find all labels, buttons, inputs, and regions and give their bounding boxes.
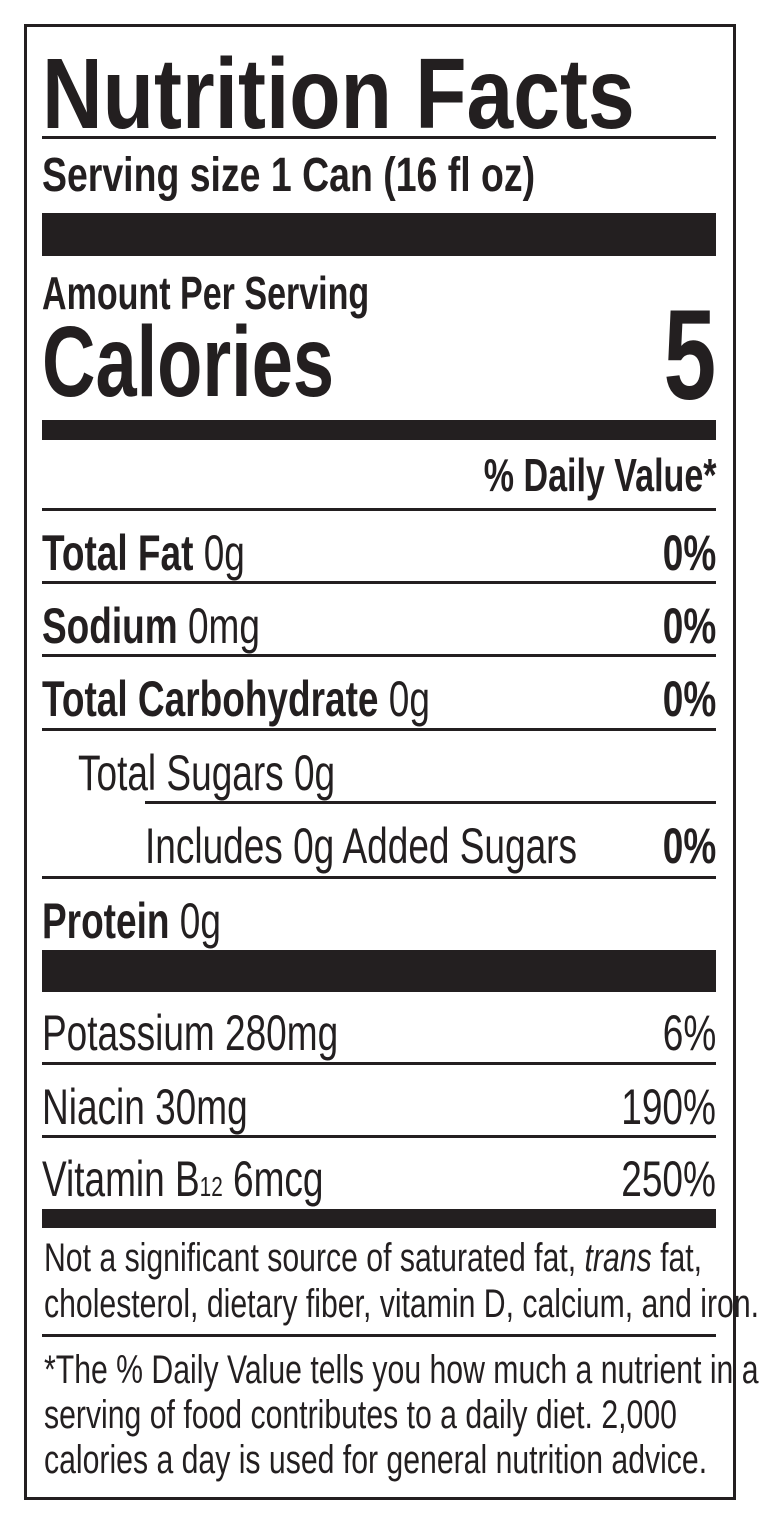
footnote-daily-value: calories a day is used for general nutri…	[44, 1438, 708, 1482]
footnote-not-significant-line2: cholesterol, dietary fiber, vitamin D, c…	[44, 1282, 759, 1326]
thick-divider	[42, 420, 716, 440]
amount-per-serving: Amount Per Serving	[42, 267, 370, 319]
footnote-daily-value: *The % Daily Value tells you how much a …	[44, 1348, 759, 1392]
divider	[42, 136, 716, 139]
nutrient-total-carbohydrate: Total Carbohydrate 0g	[42, 671, 430, 727]
dv-total-fat: 0%	[662, 525, 716, 581]
vitamin-b12: Vitamin B12 6mcg	[42, 1151, 324, 1207]
thick-divider	[42, 213, 716, 256]
divider	[42, 654, 716, 657]
dv-potassium: 6%	[662, 1005, 716, 1061]
dv-vitamin-b12: 250%	[621, 1151, 716, 1207]
footnote-daily-value: serving of food contributes to a daily d…	[44, 1393, 677, 1437]
nutrient-total-sugars: Total Sugars 0g	[78, 745, 336, 801]
dv-total-carbohydrate: 0%	[662, 671, 716, 727]
divider	[42, 581, 716, 584]
dv-niacin: 190%	[621, 1079, 716, 1135]
calories-value: 5	[663, 284, 716, 427]
nutrient-total-fat: Total Fat 0g	[42, 525, 245, 581]
nutrient-added-sugars: Includes 0g Added Sugars	[145, 818, 577, 874]
divider	[42, 1334, 716, 1337]
nutrient-protein: Protein 0g	[42, 893, 221, 949]
thick-divider	[42, 1209, 716, 1228]
thick-divider	[42, 950, 716, 992]
vitamin-potassium: Potassium 280mg	[42, 1005, 339, 1061]
daily-value-header: % Daily Value*	[483, 449, 716, 501]
label-border	[24, 24, 736, 1500]
serving-size: Serving size 1 Can (16 fl oz)	[42, 149, 536, 202]
divider	[42, 728, 716, 731]
dv-added-sugars: 0%	[662, 818, 716, 874]
divider	[42, 876, 716, 879]
footnote-not-significant: Not a significant source of saturated fa…	[44, 1236, 703, 1280]
label-title: Nutrition Facts	[42, 38, 635, 150]
calories-label: Calories	[42, 306, 335, 418]
divider	[42, 1062, 716, 1065]
divider	[145, 801, 716, 804]
divider	[42, 1135, 716, 1138]
vitamin-niacin: Niacin 30mg	[42, 1079, 248, 1135]
dv-sodium: 0%	[662, 598, 716, 654]
divider	[42, 508, 716, 511]
nutrient-sodium: Sodium 0mg	[42, 598, 260, 654]
